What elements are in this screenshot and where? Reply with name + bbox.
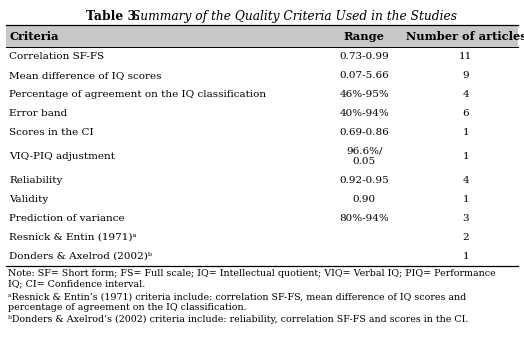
Text: 0.69-0.86: 0.69-0.86 bbox=[340, 128, 389, 136]
Text: IQ; CI= Confidence interval.: IQ; CI= Confidence interval. bbox=[8, 280, 146, 289]
Text: Donders & Axelrod (2002)ᵇ: Donders & Axelrod (2002)ᵇ bbox=[9, 252, 152, 261]
Text: 11: 11 bbox=[459, 52, 473, 61]
Text: Validity: Validity bbox=[9, 195, 49, 204]
Text: 4: 4 bbox=[463, 176, 469, 185]
Text: 9: 9 bbox=[463, 71, 469, 80]
Text: Reliability: Reliability bbox=[9, 176, 63, 185]
Text: Resnick & Entin (1971)ᵃ: Resnick & Entin (1971)ᵃ bbox=[9, 233, 137, 242]
Text: VIQ-PIQ adjustment: VIQ-PIQ adjustment bbox=[9, 152, 115, 161]
Text: 0.07-5.66: 0.07-5.66 bbox=[340, 71, 389, 80]
Text: ᵃResnick & Entin’s (1971) criteria include: correlation SF-FS, mean difference o: ᵃResnick & Entin’s (1971) criteria inclu… bbox=[8, 292, 467, 301]
Text: 46%-95%: 46%-95% bbox=[340, 90, 389, 99]
Text: 4: 4 bbox=[463, 90, 469, 99]
Text: 0.90: 0.90 bbox=[353, 195, 376, 204]
Text: Criteria: Criteria bbox=[9, 31, 59, 42]
Text: 40%-94%: 40%-94% bbox=[340, 109, 389, 118]
Text: Scores in the CI: Scores in the CI bbox=[9, 128, 94, 136]
Text: 0.92-0.95: 0.92-0.95 bbox=[340, 176, 389, 185]
Text: 6: 6 bbox=[463, 109, 469, 118]
Text: Correlation SF-FS: Correlation SF-FS bbox=[9, 52, 105, 61]
Text: Prediction of variance: Prediction of variance bbox=[9, 214, 125, 223]
Text: 1: 1 bbox=[463, 252, 469, 261]
Text: 96.6%/
0.05: 96.6%/ 0.05 bbox=[346, 147, 383, 166]
Text: Error band: Error band bbox=[9, 109, 68, 118]
Text: Table 3.: Table 3. bbox=[86, 10, 141, 23]
Text: 3: 3 bbox=[463, 214, 469, 223]
Text: 1: 1 bbox=[463, 152, 469, 161]
Text: Summary of the Quality Criteria Used in the Studies: Summary of the Quality Criteria Used in … bbox=[128, 10, 457, 23]
Text: 0.73-0.99: 0.73-0.99 bbox=[340, 52, 389, 61]
Text: Note: SF= Short form; FS= Full scale; IQ= Intellectual quotient; VIQ= Verbal IQ;: Note: SF= Short form; FS= Full scale; IQ… bbox=[8, 269, 496, 278]
Text: Mean difference of IQ scores: Mean difference of IQ scores bbox=[9, 71, 162, 80]
Text: Range: Range bbox=[344, 31, 385, 42]
Text: 80%-94%: 80%-94% bbox=[340, 214, 389, 223]
Text: percentage of agreement on the IQ classification.: percentage of agreement on the IQ classi… bbox=[8, 303, 247, 312]
Text: 1: 1 bbox=[463, 195, 469, 204]
Text: Percentage of agreement on the IQ classification: Percentage of agreement on the IQ classi… bbox=[9, 90, 267, 99]
Text: Number of articles: Number of articles bbox=[406, 31, 524, 42]
Text: 2: 2 bbox=[463, 233, 469, 242]
Text: ᵇDonders & Axelrod’s (2002) criteria include: reliability, correlation SF-FS and: ᵇDonders & Axelrod’s (2002) criteria inc… bbox=[8, 315, 469, 324]
Bar bbox=[6, 25, 518, 47]
Text: 1: 1 bbox=[463, 128, 469, 136]
